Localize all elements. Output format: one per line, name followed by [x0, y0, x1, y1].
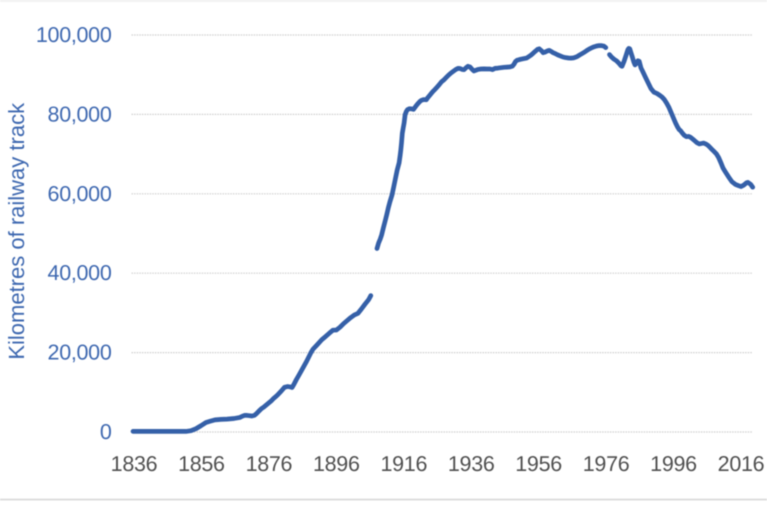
svg-text:80,000: 80,000 — [48, 102, 112, 126]
svg-text:1916: 1916 — [380, 452, 427, 476]
svg-text:20,000: 20,000 — [48, 341, 112, 365]
svg-text:1996: 1996 — [650, 452, 697, 476]
svg-text:1836: 1836 — [111, 452, 158, 476]
svg-text:1976: 1976 — [583, 452, 630, 476]
svg-text:1896: 1896 — [313, 452, 360, 476]
svg-text:Kilometres of railway track: Kilometres of railway track — [4, 102, 29, 360]
svg-text:100,000: 100,000 — [36, 23, 112, 47]
svg-text:1856: 1856 — [178, 452, 225, 476]
svg-text:0: 0 — [100, 420, 112, 444]
svg-text:1876: 1876 — [246, 452, 293, 476]
svg-text:40,000: 40,000 — [48, 261, 112, 285]
svg-text:60,000: 60,000 — [48, 182, 112, 206]
svg-text:1956: 1956 — [515, 452, 562, 476]
svg-text:1936: 1936 — [448, 452, 495, 476]
svg-text:2016: 2016 — [718, 452, 765, 476]
